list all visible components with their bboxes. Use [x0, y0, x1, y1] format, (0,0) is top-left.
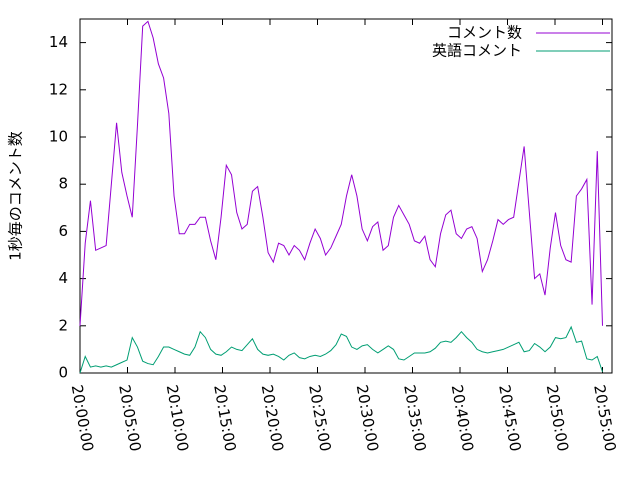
x-tick-label: 20:20:00 — [258, 383, 287, 452]
x-tick-label: 20:10:00 — [163, 383, 192, 452]
x-tick-label: 20:15:00 — [210, 383, 239, 452]
x-tick-label: 20:30:00 — [353, 383, 382, 452]
x-tick-label: 20:35:00 — [400, 383, 429, 452]
series-line — [79, 325, 603, 374]
y-tick-label: 4 — [58, 269, 68, 287]
x-tick-label: 20:00:00 — [68, 383, 97, 452]
x-tick-label: 20:40:00 — [448, 383, 477, 452]
y-tick-label: 12 — [49, 80, 68, 98]
y-tick-label: 8 — [58, 175, 68, 193]
plot-border — [79, 18, 613, 374]
x-tick-label: 20:05:00 — [115, 383, 144, 452]
y-tick-label: 2 — [58, 316, 68, 334]
y-tick-label: 0 — [58, 364, 68, 382]
x-tick-label: 20:50:00 — [543, 383, 572, 452]
legend-label: コメント数 — [447, 24, 522, 42]
y-axis-label: 1秒毎のコメント数 — [7, 131, 25, 261]
x-tick-label: 20:25:00 — [305, 383, 334, 452]
x-tick-label: 20:55:00 — [590, 383, 619, 452]
y-tick-label: 10 — [49, 128, 68, 146]
legend-label: 英語コメント — [432, 42, 522, 60]
series-line — [79, 20, 603, 326]
y-tick-label: 6 — [58, 222, 68, 240]
y-tick-label: 14 — [49, 33, 68, 51]
x-tick-label: 20:45:00 — [495, 383, 524, 452]
